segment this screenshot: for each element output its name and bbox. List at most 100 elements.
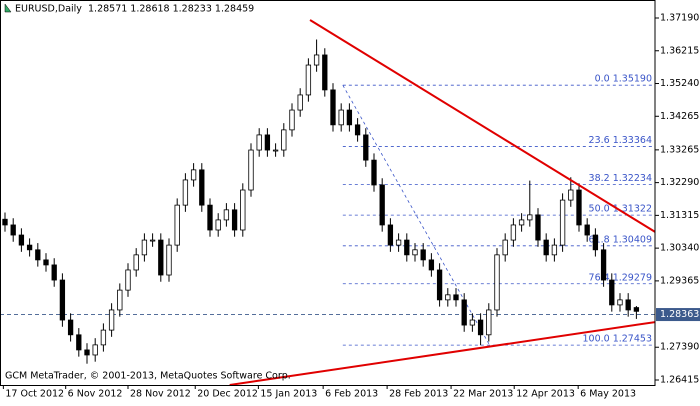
candle-body [149,239,156,242]
candle-body [264,134,271,151]
candle-body [486,309,492,336]
y-tick-label: 1.26415 [660,374,699,385]
candle-body [330,89,336,126]
candle-body [256,134,262,151]
candle-body [387,224,394,246]
candle-body [141,239,148,256]
candle-body [215,219,221,231]
candle-body [35,249,41,261]
candle-body [84,349,90,356]
fib-label: 38.2 1.32234 [589,173,652,184]
fib-label: 61.8 1.30409 [589,234,652,245]
candle-body [313,54,320,66]
candle-body [297,94,303,111]
candle-body [346,109,353,126]
candle-body [166,244,172,276]
candle-body [600,249,607,281]
y-tick-label: 1.33265 [660,144,699,155]
y-tick-label: 1.36215 [660,45,699,56]
copyright: GCM MetaTrader, © 2001-2013, MetaQuotes … [5,371,291,382]
candle-body [420,249,426,261]
candle-body [379,184,385,226]
candle-body [76,334,82,351]
candle-body [453,294,459,301]
candle-body [477,319,484,336]
candle-body [494,254,500,311]
y-tick-label: 1.30340 [660,243,699,254]
candle-body [625,299,631,311]
candle-body [617,299,623,306]
fib-label: 50.0 1.31322 [589,204,652,215]
candle-body [231,209,238,231]
candle-body [592,234,599,251]
candle-body [568,189,574,201]
candle-body [428,259,435,271]
candle-body [190,169,197,181]
candle-body [543,239,549,256]
candle-body [18,234,25,246]
plot-border [0,0,656,386]
candle-body [551,244,558,256]
candle-body [133,254,139,271]
candle-body [199,169,205,206]
chart-title: EURUSD,Daily [15,4,82,15]
candle-body [174,204,180,246]
x-tick-label: 6 May 2013 [580,389,636,400]
candle-body [26,244,33,251]
candle-body [92,344,98,356]
fib-label: 100.0 1.27453 [582,334,652,345]
candle-body [117,289,123,311]
candle-body [445,294,451,301]
fib-label: 0.0 1.35190 [595,74,652,85]
candle-body [67,319,74,336]
candle-body [609,279,615,306]
x-tick-label: 20 Dec 2012 [197,389,258,400]
candle-body [59,279,66,321]
price-label-box [656,308,700,322]
x-tick-label: 17 Oct 2012 [5,389,64,400]
candle-body [125,269,131,291]
candle-body [43,259,49,266]
candle-body [223,209,230,221]
y-tick-label: 1.29365 [660,275,699,286]
candle-body [354,124,361,136]
x-tick-label: 22 Mar 2013 [453,389,513,400]
x-tick-label: 6 Nov 2012 [68,389,123,400]
ohlc-header: 1.28571 1.28618 1.28233 1.28459 [88,4,254,15]
candle-body [108,309,115,331]
candle-body [248,149,254,191]
symbol-icon [4,3,12,13]
x-tick-label: 12 Apr 2013 [516,389,575,400]
y-tick-label: 1.34265 [660,111,699,122]
fib-label: 76.4 1.29279 [589,272,652,283]
y-tick-label: 1.32290 [660,177,699,188]
x-tick-label: 15 Jan 2013 [260,389,317,400]
candle-body [469,319,476,326]
plot-area: 0.0 1.35190 23.6 1.33364 38.2 1.32234 50.0 … [0,19,655,385]
candle-body [535,214,541,241]
candle-body [158,239,164,276]
candle-body [576,189,582,226]
x-tick-label: 6 Feb 2013 [325,389,378,400]
candle-body [100,329,107,346]
trendline [309,19,655,233]
candle-body [272,149,279,152]
y-tick-label: 1.37190 [660,13,699,24]
candle-body [371,159,377,186]
candle-body [412,249,418,256]
candle-body [338,109,344,126]
candle-body [289,109,295,131]
candle-body [395,239,402,246]
price-label: 1.28363 [660,309,699,320]
candle-body [518,219,525,226]
x-tick-label: 28 Feb 2013 [389,389,448,400]
candle-body [281,129,287,151]
candle-body [207,204,213,231]
candle-body [527,214,533,221]
candle-body [436,269,443,301]
y-tick-label: 1.35240 [660,78,699,89]
candle-body [502,239,508,256]
candle-body [2,218,8,226]
candle-body [305,64,312,96]
